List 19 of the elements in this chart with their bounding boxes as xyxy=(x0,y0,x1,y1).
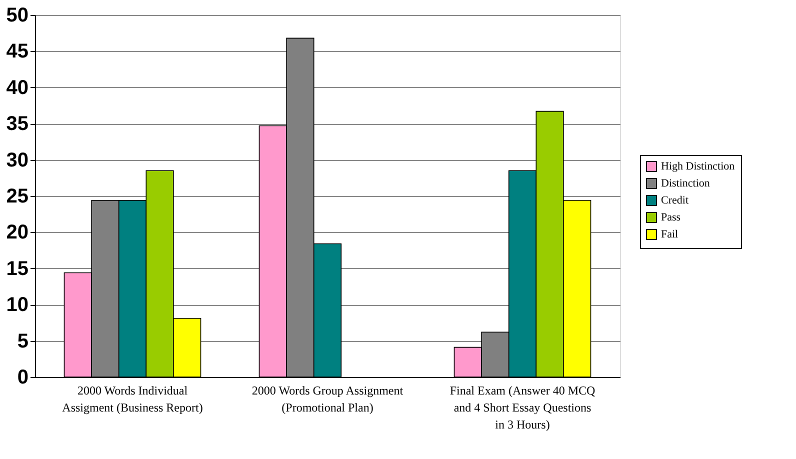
y-tick-label: 45 xyxy=(6,40,28,63)
y-tick-label: 15 xyxy=(6,258,28,280)
legend-label: Distinction xyxy=(661,178,710,190)
y-tick-label: 10 xyxy=(6,294,28,316)
x-tick-label: Final Exam (Answer 40 MCQ and 4 Short Essay Questions in 3 Hours) xyxy=(450,384,596,432)
y-tick-label: 20 xyxy=(6,222,28,244)
y-tick-label: 35 xyxy=(6,113,28,136)
y-tick-label: 30 xyxy=(6,149,28,172)
x-tick-label: 2000 Words Individual Assigment (Business Report) xyxy=(62,384,203,414)
x-tick-label: 2000 Words Group Assignment (Promotional Plan) xyxy=(252,384,404,414)
y-tick-label: 25 xyxy=(6,186,28,208)
legend-label: Pass xyxy=(661,212,681,224)
y-tick-label: 50 xyxy=(6,4,28,26)
legend-label: Credit xyxy=(661,194,688,206)
y-tick-label: 5 xyxy=(17,330,28,352)
y-tick-label: 40 xyxy=(6,76,28,99)
y-tick-label: 0 xyxy=(17,366,28,388)
legend-label: Fail xyxy=(661,228,678,240)
legend-label: High Distinction xyxy=(661,160,736,172)
